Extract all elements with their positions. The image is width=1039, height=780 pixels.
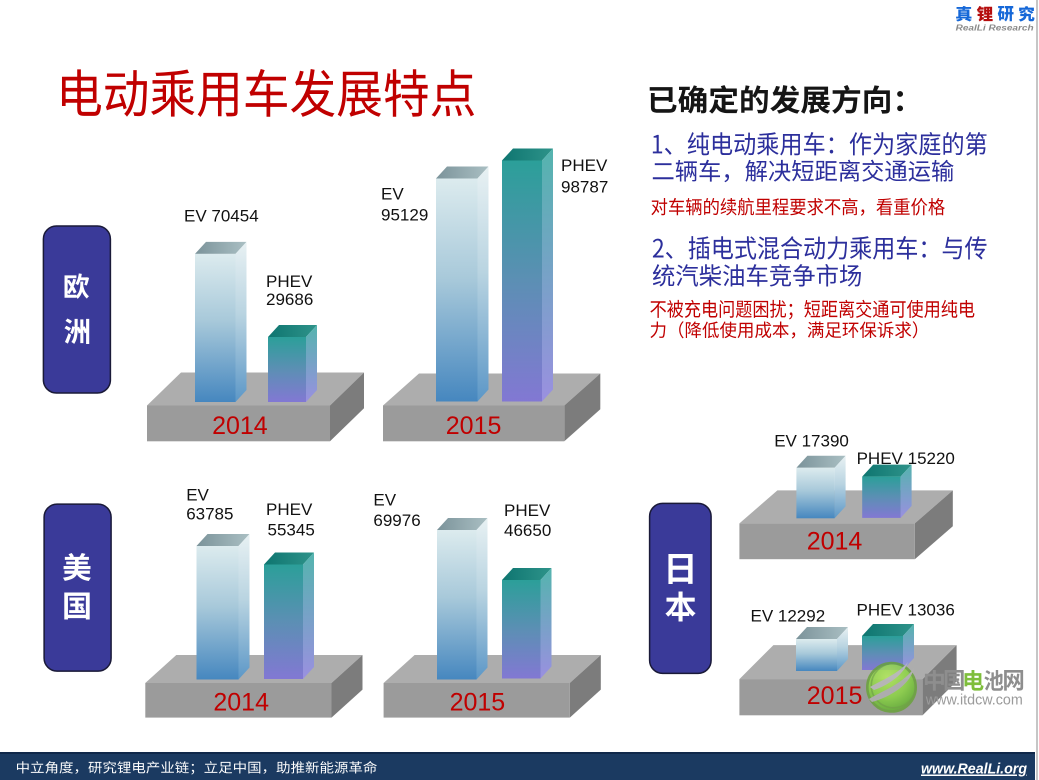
svg-text:2015: 2015 bbox=[450, 689, 506, 717]
svg-text:46650: 46650 bbox=[504, 521, 551, 540]
svg-text:2014: 2014 bbox=[807, 528, 863, 556]
svg-text:PHEV: PHEV bbox=[561, 156, 608, 175]
svg-text:55345: 55345 bbox=[268, 521, 315, 540]
svg-text:2015: 2015 bbox=[446, 412, 502, 440]
svg-text:EV 12292: EV 12292 bbox=[751, 607, 826, 626]
svg-text:2015: 2015 bbox=[807, 682, 863, 710]
svg-text:PHEV: PHEV bbox=[504, 501, 551, 520]
svg-text:2014: 2014 bbox=[213, 689, 269, 717]
svg-text:RealLi Research: RealLi Research bbox=[956, 24, 1034, 33]
svg-text:EV 17390: EV 17390 bbox=[774, 432, 849, 451]
svg-text:98787: 98787 bbox=[561, 177, 608, 196]
svg-text:EV 70454: EV 70454 bbox=[184, 206, 259, 225]
svg-text:EV: EV bbox=[373, 491, 396, 510]
svg-text:PHEV: PHEV bbox=[266, 500, 313, 519]
svg-text:www.RealLi.org: www.RealLi.org bbox=[921, 761, 1027, 778]
svg-text:95129: 95129 bbox=[381, 206, 428, 225]
svg-text:PHEV 15220: PHEV 15220 bbox=[857, 449, 955, 468]
svg-text:29686: 29686 bbox=[266, 290, 313, 309]
svg-text:69976: 69976 bbox=[373, 511, 420, 530]
svg-text:www.itdcw.com: www.itdcw.com bbox=[925, 693, 1023, 709]
svg-text:EV: EV bbox=[186, 486, 209, 505]
svg-text:PHEV 13036: PHEV 13036 bbox=[857, 601, 955, 620]
svg-text:EV: EV bbox=[381, 185, 404, 204]
svg-text:PHEV: PHEV bbox=[266, 272, 313, 291]
svg-text:2014: 2014 bbox=[212, 412, 268, 440]
svg-text:63785: 63785 bbox=[186, 504, 233, 523]
